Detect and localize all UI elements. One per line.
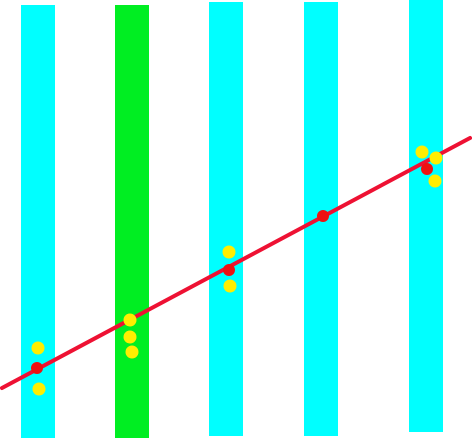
point-yellow: [222, 245, 236, 259]
point-yellow: [415, 145, 429, 159]
point-red: [31, 362, 43, 374]
point-red: [317, 210, 329, 222]
point-yellow: [223, 279, 237, 293]
point-yellow: [429, 151, 443, 165]
point-yellow: [125, 345, 139, 359]
point-red: [223, 264, 235, 276]
point-yellow: [32, 382, 46, 396]
point-yellow: [31, 341, 45, 355]
column: [209, 2, 243, 436]
point-yellow: [123, 313, 137, 327]
points-group: [31, 145, 443, 396]
column-highlighted: [115, 5, 149, 438]
point-yellow: [428, 174, 442, 188]
point-yellow: [123, 330, 137, 344]
point-red: [421, 163, 433, 175]
trend-line: [0, 136, 472, 390]
column: [409, 0, 443, 432]
